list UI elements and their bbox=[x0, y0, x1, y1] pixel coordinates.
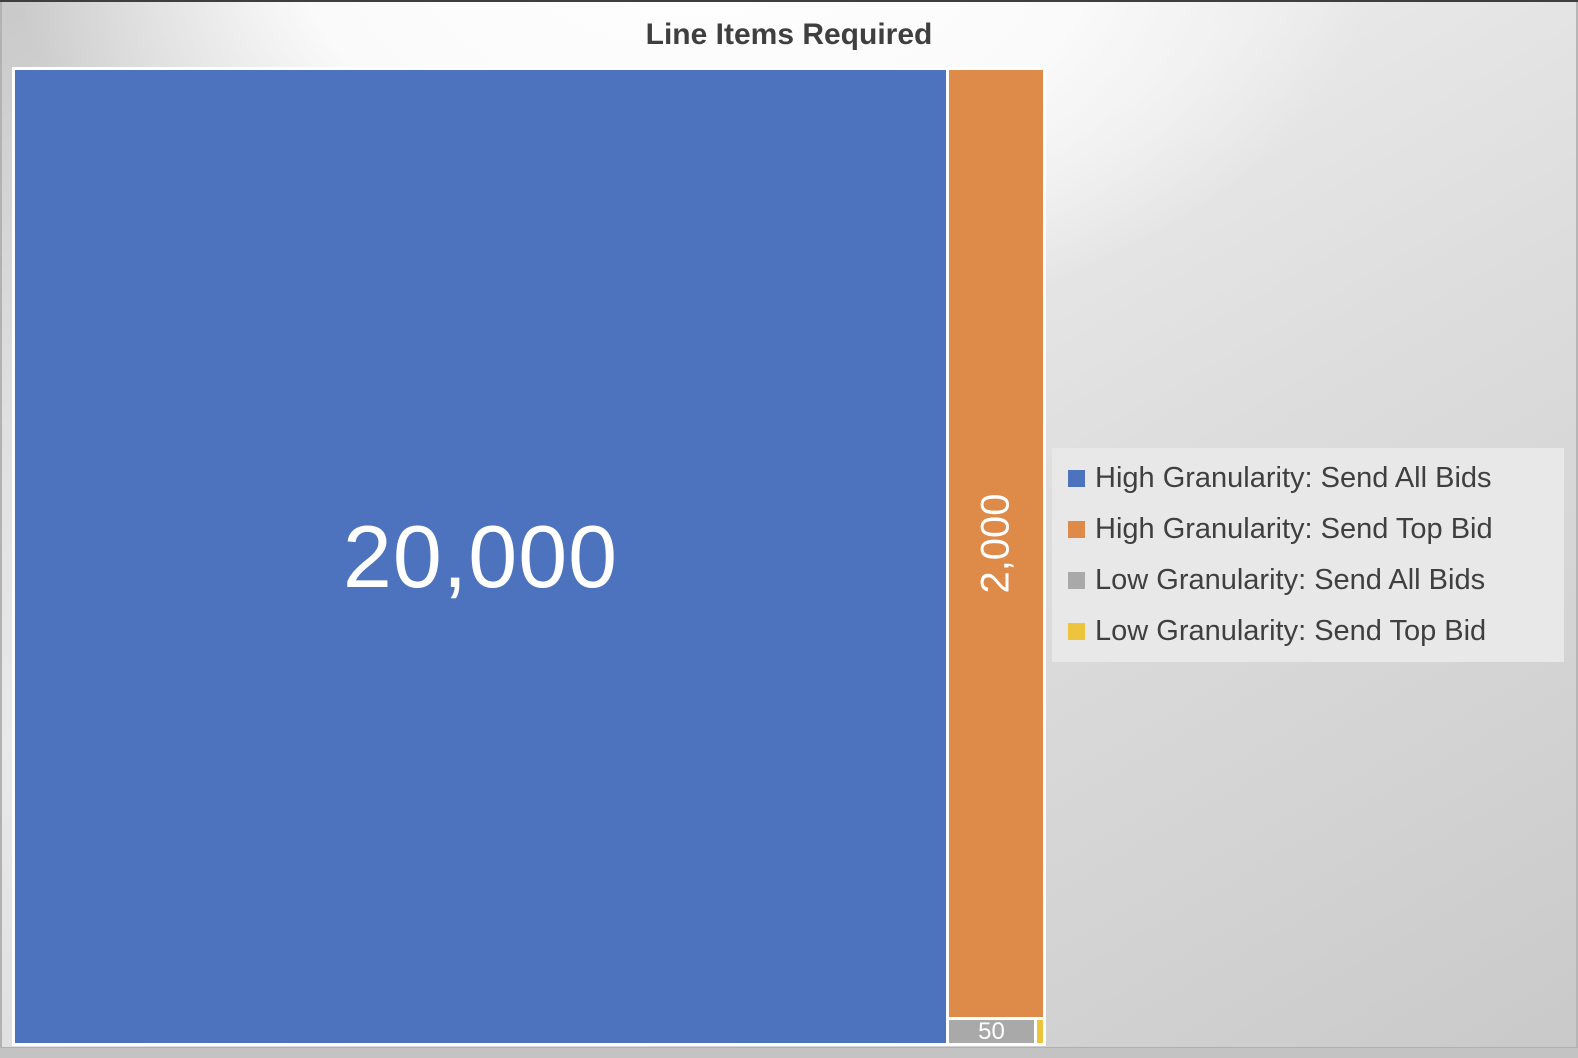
legend-swatch-orange-icon bbox=[1068, 521, 1085, 538]
treemap-cell-high-granularity-send-top-bid: 2,000 bbox=[949, 70, 1043, 1017]
data-label-high-granularity-send-all-bids: 20,000 bbox=[342, 506, 619, 606]
legend-swatch-yellow-icon bbox=[1068, 623, 1085, 640]
legend-item-high-granularity-send-top-bid: High Granularity: Send Top Bid bbox=[1052, 504, 1564, 555]
legend-item-high-granularity-send-all-bids: High Granularity: Send All Bids bbox=[1052, 453, 1564, 504]
treemap-cell-low-granularity-send-all-bids: 50 bbox=[949, 1020, 1034, 1043]
treemap-cell-low-granularity-send-top-bid bbox=[1037, 1020, 1043, 1043]
legend-label: Low Granularity: Send Top Bid bbox=[1095, 615, 1487, 647]
chart-title: Line Items Required bbox=[645, 18, 933, 51]
treemap-cell-high-granularity-send-all-bids: 20,000 bbox=[15, 70, 946, 1043]
legend-label: Low Granularity: Send All Bids bbox=[1095, 564, 1486, 596]
data-label-high-granularity-send-top-bid: 2,000 bbox=[973, 493, 1018, 594]
legend-item-low-granularity-send-all-bids: Low Granularity: Send All Bids bbox=[1052, 555, 1564, 606]
legend-item-low-granularity-send-top-bid: Low Granularity: Send Top Bid bbox=[1052, 606, 1564, 657]
slide-top-edge bbox=[0, 0, 1578, 2]
treemap-plot-area: 20,000 2,000 50 bbox=[12, 67, 1046, 1046]
legend-swatch-gray-icon bbox=[1068, 572, 1085, 589]
data-label-low-granularity-send-all-bids: 50 bbox=[978, 1020, 1005, 1043]
legend-label: High Granularity: Send All Bids bbox=[1095, 462, 1492, 494]
slide-bottom-edge bbox=[0, 1047, 1578, 1058]
legend-label: High Granularity: Send Top Bid bbox=[1095, 513, 1493, 545]
chart-legend: High Granularity: Send All Bids High Gra… bbox=[1052, 448, 1564, 662]
legend-swatch-blue-icon bbox=[1068, 470, 1085, 487]
